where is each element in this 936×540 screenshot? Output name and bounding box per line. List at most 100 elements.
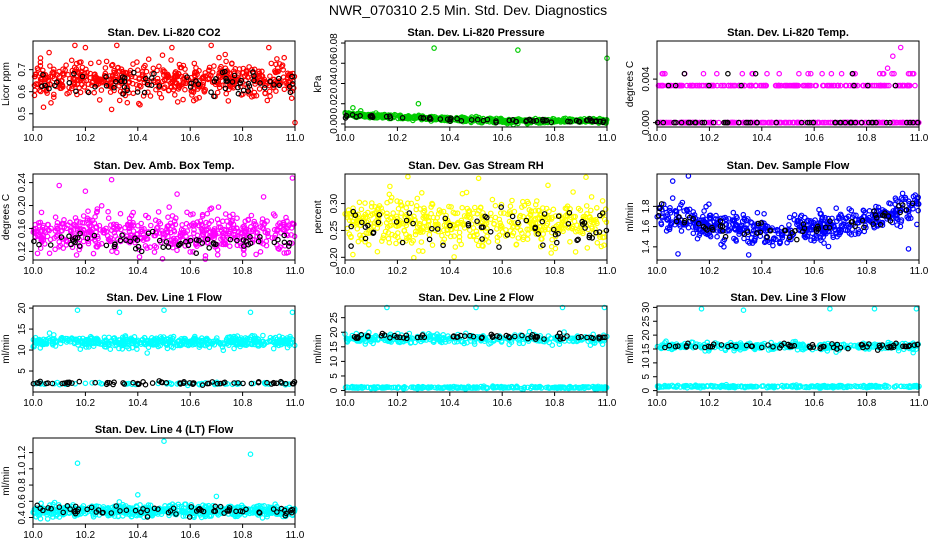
data-point — [852, 70, 858, 77]
data-point — [587, 342, 594, 349]
data-point — [36, 241, 42, 248]
data-point — [699, 82, 705, 89]
data-point — [345, 207, 352, 213]
data-point — [117, 210, 124, 217]
y-axis-label: Licor ppm — [1, 62, 12, 106]
data-point — [729, 217, 736, 223]
data-point — [412, 231, 419, 238]
data-point — [108, 106, 115, 113]
data-point — [48, 225, 54, 232]
data-point — [757, 229, 764, 236]
data-point — [687, 119, 693, 126]
data-point — [480, 243, 486, 249]
data-point — [466, 227, 473, 234]
data-point — [813, 235, 820, 241]
data-point — [38, 209, 45, 216]
data-point — [861, 224, 867, 231]
data-point — [540, 242, 546, 249]
data-point — [220, 218, 226, 225]
data-point — [45, 77, 52, 84]
data-point — [77, 225, 84, 232]
data-point — [811, 235, 817, 242]
data-point — [184, 228, 191, 234]
data-point — [498, 204, 505, 210]
data-point — [394, 198, 400, 204]
data-point — [879, 70, 886, 77]
data-point — [176, 61, 183, 68]
data-point — [238, 243, 244, 249]
data-point — [855, 230, 862, 237]
data-point — [399, 115, 406, 121]
data-point — [384, 224, 391, 231]
data-point — [161, 307, 167, 314]
data-point — [395, 205, 402, 212]
data-point — [80, 230, 86, 237]
data-point — [70, 222, 77, 228]
data-point — [426, 218, 432, 225]
data-point — [431, 45, 437, 51]
data-point — [85, 81, 92, 88]
data-point — [58, 234, 65, 240]
data-point — [548, 119, 555, 126]
data-point — [56, 244, 62, 250]
data-point — [575, 236, 581, 243]
data-point — [776, 82, 783, 89]
data-point — [155, 209, 162, 215]
data-point — [160, 244, 167, 251]
data-point — [778, 224, 785, 231]
data-point — [870, 221, 877, 227]
data-point — [383, 113, 390, 120]
data-point — [143, 236, 149, 242]
data-point — [447, 222, 453, 229]
data-point — [34, 228, 41, 234]
data-point — [533, 117, 540, 124]
data-point — [154, 225, 160, 231]
data-point — [807, 70, 814, 77]
data-point — [188, 80, 195, 87]
data-point — [109, 61, 116, 68]
data-point — [184, 209, 190, 216]
data-point — [713, 212, 719, 219]
x-tick-label: 10.0 — [335, 398, 355, 409]
data-point — [198, 221, 205, 228]
data-point — [753, 119, 760, 126]
data-point — [393, 219, 400, 225]
data-point — [119, 68, 126, 75]
data-point — [268, 60, 275, 67]
data-point — [348, 234, 354, 241]
data-point — [725, 227, 732, 233]
data-point — [240, 224, 246, 230]
data-point — [238, 92, 245, 98]
data-point — [172, 92, 178, 98]
data-point — [781, 227, 788, 234]
data-point — [171, 218, 178, 225]
data-point — [288, 240, 295, 247]
data-point — [274, 68, 281, 75]
data-point — [798, 119, 805, 126]
data-point — [565, 221, 572, 227]
data-point — [745, 119, 751, 126]
data-point — [272, 232, 279, 239]
data-points — [342, 173, 610, 261]
data-point — [464, 214, 470, 220]
data-point — [603, 227, 610, 234]
data-point — [748, 219, 754, 225]
data-point — [102, 65, 109, 71]
x-tick-label: 10.8 — [545, 133, 565, 144]
data-point — [261, 85, 268, 91]
y-tick-label: 0.6 — [17, 84, 28, 98]
data-point — [156, 218, 162, 225]
data-point — [882, 210, 888, 216]
data-point — [914, 119, 921, 126]
data-point — [421, 208, 428, 214]
data-point — [749, 70, 755, 77]
data-point — [98, 87, 105, 93]
data-point — [582, 225, 588, 231]
data-point — [214, 216, 221, 223]
data-point — [492, 202, 499, 209]
data-point — [109, 78, 116, 84]
data-point — [837, 229, 844, 236]
data-point — [103, 74, 109, 80]
data-point — [113, 221, 120, 228]
